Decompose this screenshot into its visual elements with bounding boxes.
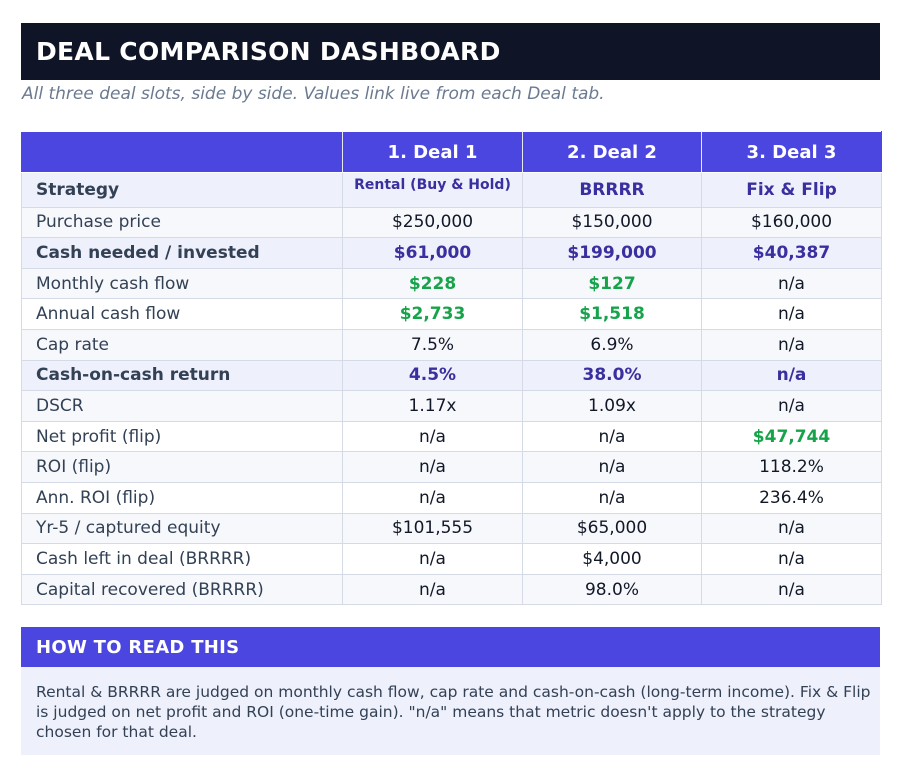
table-row-cash-on-cash: Cash-on-cash return 4.5% 38.0% n/a xyxy=(21,359,882,392)
cell-deal-1[interactable]: Rental (Buy & Hold) xyxy=(342,172,523,208)
cell-deal-1[interactable]: n/a xyxy=(342,481,523,514)
table-row-net-profit: Net profit (flip) n/a n/a $47,744 xyxy=(21,420,882,453)
cell-deal-2[interactable]: 38.0% xyxy=(522,359,702,392)
cell-deal-2[interactable]: $199,000 xyxy=(522,237,702,269)
page-title: DEAL COMPARISON DASHBOARD xyxy=(36,37,501,66)
cell-deal-2[interactable]: $150,000 xyxy=(522,206,702,239)
table-row-monthly-cash-flow: Monthly cash flow $228 $127 n/a xyxy=(21,267,882,300)
table-header-row: 1. Deal 1 2. Deal 2 3. Deal 3 xyxy=(21,131,882,173)
cell-deal-2[interactable]: 6.9% xyxy=(522,328,702,361)
cell-deal-3[interactable]: $47,744 xyxy=(701,420,882,453)
cell-deal-1[interactable]: n/a xyxy=(342,451,523,483)
cell-deal-2[interactable]: 98.0% xyxy=(522,573,702,606)
row-label: ROI (flip) xyxy=(21,451,343,483)
how-to-read-body: Rental & BRRRR are judged on monthly cas… xyxy=(21,667,880,755)
cell-deal-3[interactable]: 236.4% xyxy=(701,481,882,514)
table-row-cap-rate: Cap rate 7.5% 6.9% n/a xyxy=(21,328,882,361)
cell-deal-1[interactable]: $250,000 xyxy=(342,206,523,239)
row-label: Purchase price xyxy=(21,206,343,239)
row-label: Net profit (flip) xyxy=(21,420,343,453)
cell-deal-2[interactable]: n/a xyxy=(522,481,702,514)
page-subtitle: All three deal slots, side by side. Valu… xyxy=(22,84,605,104)
table-row-roi-flip: ROI (flip) n/a n/a 118.2% xyxy=(21,451,882,483)
column-header-deal-1[interactable]: 1. Deal 1 xyxy=(342,131,523,173)
table-row-strategy: Strategy Rental (Buy & Hold) BRRRR Fix &… xyxy=(21,172,882,208)
cell-deal-3[interactable]: n/a xyxy=(701,359,882,392)
row-label: Capital recovered (BRRRR) xyxy=(21,573,343,606)
table-row-equity: Yr-5 / captured equity $101,555 $65,000 … xyxy=(21,512,882,545)
row-label: Cash-on-cash return xyxy=(21,359,343,392)
column-header-label xyxy=(21,131,343,173)
row-label: Ann. ROI (flip) xyxy=(21,481,343,514)
cell-deal-3[interactable]: n/a xyxy=(701,390,882,422)
cell-deal-3[interactable]: n/a xyxy=(701,328,882,361)
cell-deal-1[interactable]: 1.17x xyxy=(342,390,523,422)
cell-deal-1[interactable]: $228 xyxy=(342,267,523,300)
row-label: Annual cash flow xyxy=(21,298,343,330)
cell-deal-1[interactable]: n/a xyxy=(342,543,523,575)
title-bar: DEAL COMPARISON DASHBOARD xyxy=(21,23,880,80)
cell-deal-3[interactable]: n/a xyxy=(701,267,882,300)
cell-deal-3[interactable]: Fix & Flip xyxy=(701,172,882,208)
cell-deal-2[interactable]: $4,000 xyxy=(522,543,702,575)
row-label: Strategy xyxy=(21,172,343,208)
cell-deal-3[interactable]: n/a xyxy=(701,543,882,575)
table-row-annual-cash-flow: Annual cash flow $2,733 $1,518 n/a xyxy=(21,298,882,330)
cell-deal-1[interactable]: n/a xyxy=(342,573,523,606)
cell-deal-2[interactable]: $65,000 xyxy=(522,512,702,545)
cell-deal-1[interactable]: $2,733 xyxy=(342,298,523,330)
cell-deal-1[interactable]: n/a xyxy=(342,420,523,453)
how-to-read-header: HOW TO READ THIS xyxy=(21,627,880,667)
row-label: Cash left in deal (BRRRR) xyxy=(21,543,343,575)
table-row-cash-left: Cash left in deal (BRRRR) n/a $4,000 n/a xyxy=(21,543,882,575)
comparison-table: 1. Deal 1 2. Deal 2 3. Deal 3 Strategy R… xyxy=(21,131,882,606)
row-label: DSCR xyxy=(21,390,343,422)
cell-deal-2[interactable]: BRRRR xyxy=(522,172,702,208)
cell-deal-3[interactable]: n/a xyxy=(701,298,882,330)
cell-deal-2[interactable]: $127 xyxy=(522,267,702,300)
cell-deal-3[interactable]: 118.2% xyxy=(701,451,882,483)
column-header-deal-3[interactable]: 3. Deal 3 xyxy=(701,131,882,173)
column-header-deal-2[interactable]: 2. Deal 2 xyxy=(522,131,702,173)
cell-deal-2[interactable]: n/a xyxy=(522,451,702,483)
table-row-dscr: DSCR 1.17x 1.09x n/a xyxy=(21,390,882,422)
cell-deal-2[interactable]: n/a xyxy=(522,420,702,453)
row-label: Yr-5 / captured equity xyxy=(21,512,343,545)
table-row-capital-recovered: Capital recovered (BRRRR) n/a 98.0% n/a xyxy=(21,573,882,606)
table-row-ann-roi-flip: Ann. ROI (flip) n/a n/a 236.4% xyxy=(21,481,882,514)
cell-deal-1[interactable]: $101,555 xyxy=(342,512,523,545)
cell-deal-1[interactable]: 7.5% xyxy=(342,328,523,361)
row-label: Cash needed / invested xyxy=(21,237,343,269)
row-label: Monthly cash flow xyxy=(21,267,343,300)
cell-deal-3[interactable]: $40,387 xyxy=(701,237,882,269)
cell-deal-3[interactable]: n/a xyxy=(701,512,882,545)
cell-deal-2[interactable]: $1,518 xyxy=(522,298,702,330)
cell-deal-1[interactable]: 4.5% xyxy=(342,359,523,392)
cell-deal-3[interactable]: $160,000 xyxy=(701,206,882,239)
cell-deal-3[interactable]: n/a xyxy=(701,573,882,606)
table-row-purchase-price: Purchase price $250,000 $150,000 $160,00… xyxy=(21,206,882,239)
row-label: Cap rate xyxy=(21,328,343,361)
cell-deal-2[interactable]: 1.09x xyxy=(522,390,702,422)
table-row-cash-needed: Cash needed / invested $61,000 $199,000 … xyxy=(21,237,882,269)
how-to-read-title: HOW TO READ THIS xyxy=(36,636,240,658)
cell-deal-1[interactable]: $61,000 xyxy=(342,237,523,269)
